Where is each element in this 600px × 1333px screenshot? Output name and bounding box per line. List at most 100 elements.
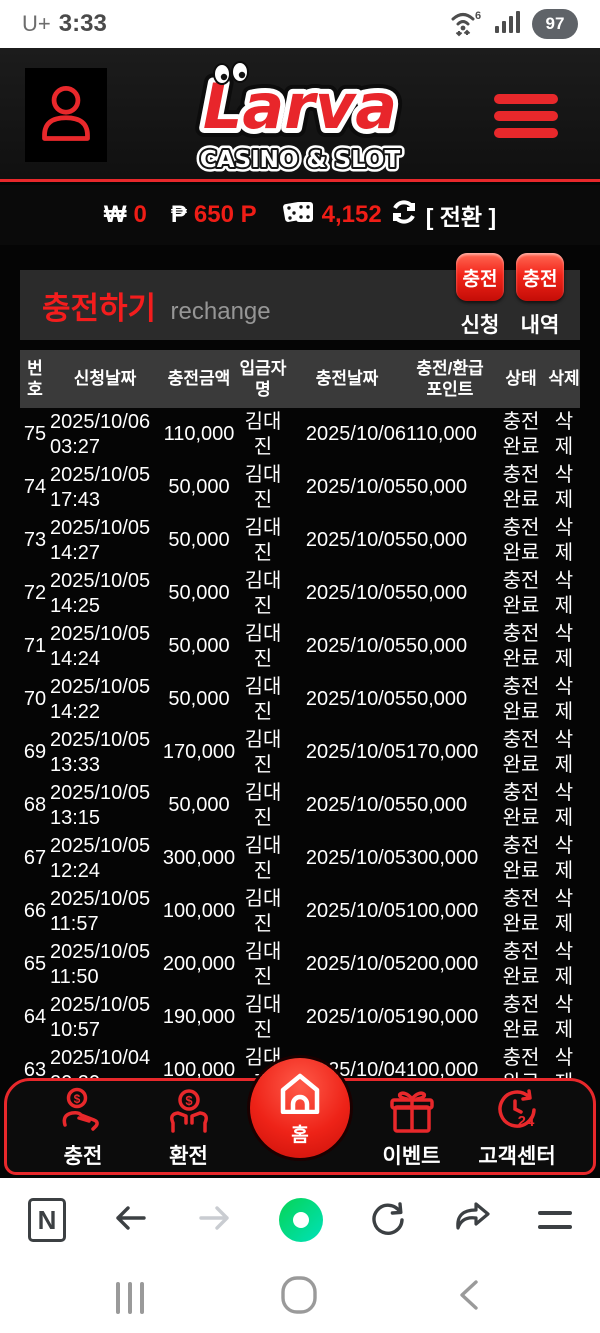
cell-amount: 50,000 bbox=[168, 476, 230, 498]
delete-button[interactable]: 삭제 bbox=[554, 728, 574, 776]
cell-amount: 100,000 bbox=[162, 1059, 236, 1081]
larva-logo[interactable]: Larva Larva Larva CASINO & SLOT CASINO &… bbox=[130, 50, 470, 180]
col-header-amount: 충전금액 bbox=[167, 369, 231, 389]
cell-points: 200,000 bbox=[406, 953, 479, 975]
convert-button[interactable]: [ 전환 ] bbox=[425, 204, 497, 230]
cell-request-date: 2025/10/05 13:33 bbox=[50, 728, 151, 776]
table-row: 67 2025/10/05 12:24 300,000 김대진 2025/10/05 30… bbox=[20, 832, 580, 885]
delete-button[interactable]: 삭제 bbox=[554, 834, 574, 882]
cell-amount: 200,000 bbox=[162, 953, 236, 975]
profile-button[interactable] bbox=[25, 68, 107, 162]
svg-text:Larva: Larva bbox=[203, 70, 397, 143]
cell-points: 110,000 bbox=[406, 423, 477, 445]
table-row: 75 2025/10/06 03:27 110,000 김대진 2025/10/06 11… bbox=[20, 408, 580, 461]
cell-depositor: 김대진 bbox=[244, 834, 282, 882]
cell-charge-date: 2025/10/05 bbox=[305, 794, 406, 816]
cell-depositor: 김대진 bbox=[244, 728, 282, 776]
browser-menu-icon[interactable] bbox=[537, 1211, 572, 1229]
delete-button[interactable]: 삭제 bbox=[554, 993, 574, 1041]
cell-request-date: 2025/10/05 14:27 bbox=[50, 516, 151, 564]
support-24h-icon: 24 bbox=[493, 1087, 541, 1138]
android-back-button[interactable] bbox=[454, 1277, 484, 1318]
cell-points: 50,000 bbox=[406, 582, 468, 604]
browser-back-icon[interactable] bbox=[112, 1202, 150, 1239]
naver-app-button[interactable]: N bbox=[28, 1198, 66, 1242]
delete-button[interactable]: 삭제 bbox=[554, 675, 574, 723]
apply-caption: 신청 bbox=[460, 314, 500, 337]
table-row: 69 2025/10/05 13:33 170,000 김대진 2025/10/05 17… bbox=[20, 726, 580, 779]
menu-button[interactable] bbox=[494, 94, 558, 138]
table-row: 66 2025/10/05 11:57 100,000 김대진 2025/10/05 10… bbox=[20, 885, 580, 938]
recharge-history-table: 번호 신청날짜 충전금액 입금자명 충전날짜 충전/환급 포인트 상태 삭제 7… bbox=[20, 350, 580, 1097]
cell-status: 충전완료 bbox=[502, 569, 540, 617]
browser-refresh-icon[interactable] bbox=[369, 1200, 407, 1241]
cell-status: 충전완료 bbox=[502, 516, 540, 564]
cell-amount: 50,000 bbox=[168, 794, 230, 816]
cell-points: 50,000 bbox=[406, 688, 468, 710]
gift-icon bbox=[388, 1087, 436, 1138]
cell-depositor: 김대진 bbox=[244, 887, 282, 935]
delete-button[interactable]: 삭제 bbox=[554, 887, 574, 935]
cell-status: 충전완료 bbox=[502, 675, 540, 723]
cell-amount: 110,000 bbox=[163, 423, 235, 445]
cell-charge-date: 2025/10/05 bbox=[305, 741, 406, 763]
svg-text:$: $ bbox=[185, 1093, 193, 1108]
user-profile-icon bbox=[34, 78, 98, 153]
cell-no: 63 bbox=[23, 1059, 47, 1081]
cell-request-date: 2025/10/05 10:57 bbox=[50, 993, 151, 1041]
nav-recharge[interactable]: $ 충전 bbox=[37, 1087, 129, 1170]
cell-request-date: 2025/10/05 13:15 bbox=[50, 781, 151, 829]
hand-coin-icon: $ bbox=[59, 1087, 107, 1138]
svg-text:CASINO & SLOT: CASINO & SLOT bbox=[200, 147, 401, 173]
delete-button[interactable]: 삭제 bbox=[554, 516, 574, 564]
cell-charge-date: 2025/10/05 bbox=[305, 900, 406, 922]
share-icon[interactable] bbox=[452, 1200, 492, 1241]
nav-event[interactable]: 이벤트 bbox=[366, 1087, 458, 1170]
bottom-nav: $ 충전 $ 환전 bbox=[4, 1057, 596, 1175]
cell-no: 72 bbox=[23, 582, 47, 604]
clock-time: 3:33 bbox=[58, 10, 107, 37]
delete-button[interactable]: 삭제 bbox=[554, 781, 574, 829]
dice-icon bbox=[281, 197, 315, 234]
recents-button[interactable] bbox=[116, 1281, 144, 1314]
cell-no: 67 bbox=[23, 847, 47, 869]
cell-no: 73 bbox=[23, 529, 47, 551]
nav-home[interactable]: 홈 bbox=[248, 1057, 352, 1174]
recharge-history-button[interactable]: 충전 bbox=[516, 253, 564, 301]
nav-exchange[interactable]: $ 환전 bbox=[143, 1087, 235, 1170]
cell-amount: 50,000 bbox=[168, 688, 230, 710]
col-header-delete: 삭제 bbox=[548, 369, 580, 389]
cell-depositor: 김대진 bbox=[244, 569, 282, 617]
page-subtitle: rechange bbox=[170, 297, 271, 325]
battery-indicator: 97 bbox=[532, 9, 578, 39]
cell-amount: 50,000 bbox=[168, 529, 230, 551]
cell-points: 100,000 bbox=[406, 1059, 479, 1081]
delete-button[interactable]: 삭제 bbox=[554, 569, 574, 617]
cell-depositor: 김대진 bbox=[244, 622, 282, 670]
delete-button[interactable]: 삭제 bbox=[554, 463, 574, 511]
cell-amount: 190,000 bbox=[162, 1006, 236, 1028]
cell-charge-date: 2025/10/05 bbox=[305, 582, 406, 604]
naver-greendot-button[interactable] bbox=[278, 1198, 323, 1242]
refresh-balance-icon[interactable] bbox=[389, 197, 419, 234]
android-home-button[interactable] bbox=[279, 1274, 319, 1321]
cell-request-date: 2025/10/05 14:25 bbox=[50, 569, 151, 617]
signal-strength-icon bbox=[493, 8, 523, 41]
delete-button[interactable]: 삭제 bbox=[554, 940, 574, 988]
cell-depositor: 김대진 bbox=[244, 781, 282, 829]
android-navigation-bar bbox=[0, 1262, 600, 1333]
cell-depositor: 김대진 bbox=[244, 993, 282, 1041]
recharge-apply-button[interactable]: 충전 bbox=[456, 253, 504, 301]
cell-charge-date: 2025/10/05 bbox=[305, 847, 406, 869]
cell-status: 충전완료 bbox=[502, 463, 540, 511]
cell-points: 100,000 bbox=[406, 900, 479, 922]
cell-no: 71 bbox=[23, 635, 47, 657]
cell-request-date: 2025/10/05 14:24 bbox=[50, 622, 151, 670]
home-icon bbox=[275, 1068, 325, 1119]
delete-button[interactable]: 삭제 bbox=[554, 622, 574, 670]
won-symbol: ₩ bbox=[103, 201, 127, 228]
col-header-status: 상태 bbox=[505, 369, 537, 389]
nav-support[interactable]: 24 고객센터 bbox=[471, 1087, 563, 1170]
delete-button[interactable]: 삭제 bbox=[554, 410, 574, 458]
cell-depositor: 김대진 bbox=[244, 463, 282, 511]
